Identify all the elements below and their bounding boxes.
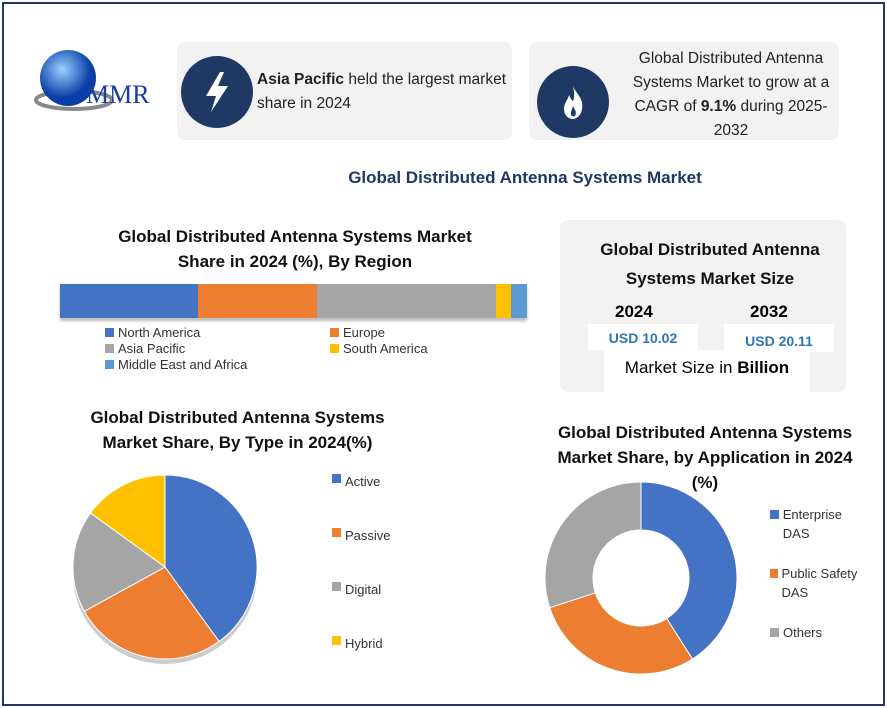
legend-label: South America	[343, 341, 428, 356]
application-slice-others	[544, 481, 642, 609]
legend-item: North America	[105, 325, 330, 340]
application-chart-title: Global Distributed Antenna Systems Marke…	[557, 423, 853, 492]
legend-swatch	[770, 569, 778, 578]
region-stacked-bar	[60, 284, 527, 318]
legend-item: Hybrid	[332, 636, 391, 690]
application-donut-chart	[544, 481, 738, 675]
legend-item: Public Safety DAS	[770, 564, 870, 623]
legend-label: North America	[118, 325, 201, 340]
bar-segment-south-america	[496, 284, 512, 318]
legend-swatch	[770, 510, 779, 519]
legend-label: Others	[783, 625, 823, 640]
bar-segment-middle-east-and-africa	[511, 284, 527, 318]
legend-label: Passive	[345, 528, 391, 543]
market-size-title: Global Distributed Antenna Systems Marke…	[600, 240, 820, 288]
legend-swatch	[332, 582, 341, 591]
region-chart-title: Global Distributed Antenna Systems Marke…	[118, 227, 472, 271]
insight-text: Asia Pacific held the largest market sha…	[257, 71, 507, 112]
svg-text:MMR: MMR	[86, 80, 150, 109]
legend-item: Europe	[330, 325, 470, 340]
type-slice-passive	[83, 566, 220, 660]
legend-item: South America	[330, 341, 470, 356]
legend-label: Asia Pacific	[118, 341, 186, 356]
legend-swatch	[332, 474, 341, 483]
legend-swatch	[330, 328, 339, 337]
type-slice-hybrid	[89, 474, 166, 568]
type-slice-active	[164, 474, 258, 643]
legend-item: Middle East and Africa	[105, 357, 330, 372]
year-2024: 2024	[615, 302, 653, 321]
legend-swatch	[105, 360, 114, 369]
flame-icon	[537, 66, 609, 138]
legend-item: Asia Pacific	[105, 341, 330, 356]
year-2032: 2032	[750, 302, 788, 321]
legend-item: Passive	[332, 528, 391, 582]
insight-card-cagr: Global Distributed Antenna Systems Marke…	[529, 42, 839, 140]
value-2032: USD 20.11	[724, 324, 834, 352]
lightning-icon	[181, 56, 253, 128]
legend-label: Active	[345, 474, 381, 489]
type-pie-chart	[72, 474, 258, 664]
legend-label: Hybrid	[345, 636, 383, 651]
insight-text: Global Distributed Antenna Systems Marke…	[632, 50, 830, 139]
unit-label: Market Size in Billion	[604, 350, 810, 392]
market-size-box: Global Distributed Antenna Systems Marke…	[560, 220, 846, 392]
insight-card-region: Asia Pacific held the largest market sha…	[177, 42, 512, 140]
legend-label: Middle East and Africa	[118, 357, 248, 372]
legend-item: Digital	[332, 582, 391, 636]
legend-label: Europe	[343, 325, 385, 340]
type-legend: Active Passive Digital Hybrid	[332, 474, 391, 690]
bar-segment-asia-pacific	[317, 284, 497, 318]
bar-segment-europe	[198, 284, 318, 318]
legend-label: Enterprise DAS	[782, 507, 843, 541]
bar-segment-north-america	[60, 284, 199, 318]
value-2024: USD 10.02	[588, 324, 698, 350]
region-legend: North America Europe Asia Pacific South Ame…	[105, 325, 445, 372]
legend-item: Others	[770, 623, 870, 682]
main-title: Global Distributed Antenna Systems Marke…	[348, 168, 702, 187]
legend-swatch	[105, 344, 114, 353]
application-slice-public-safety-das	[549, 592, 694, 675]
legend-swatch	[330, 344, 339, 353]
legend-swatch	[332, 528, 341, 537]
application-legend: Enterprise DAS Public Safety DAS Others	[770, 505, 870, 682]
type-chart-title: Global Distributed Antenna Systems Marke…	[90, 408, 385, 452]
legend-item: Enterprise DAS	[770, 505, 870, 564]
mmr-logo: MMR	[34, 48, 164, 118]
legend-swatch	[332, 636, 341, 645]
legend-swatch	[105, 328, 114, 337]
legend-label: Public Safety DAS	[781, 566, 858, 600]
legend-label: Digital	[345, 582, 382, 597]
legend-item: Active	[332, 474, 391, 528]
legend-swatch	[770, 628, 779, 637]
application-slice-enterprise-das	[640, 481, 738, 660]
